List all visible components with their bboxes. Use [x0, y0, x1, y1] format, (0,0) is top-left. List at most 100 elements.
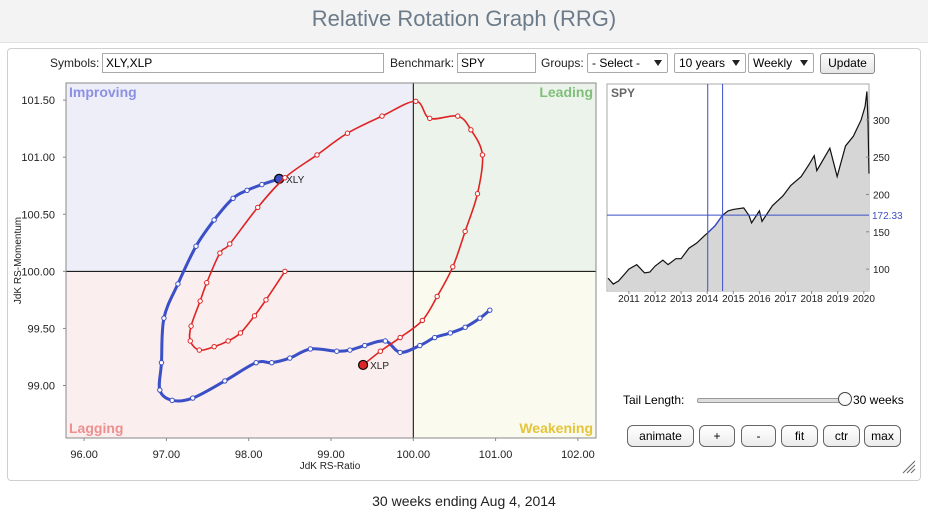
quadrant	[66, 83, 414, 272]
panel	[7, 48, 921, 481]
rrg-point	[427, 115, 433, 122]
rrg-point	[204, 280, 210, 286]
quadrant	[413, 271, 596, 438]
quadrant	[413, 83, 596, 272]
groups-select[interactable]: - Select -	[587, 53, 668, 73]
x-tick-label: 99.00	[317, 449, 345, 461]
symbols-label: Symbols:	[50, 56, 100, 70]
rrg-point	[263, 297, 269, 303]
rrg-point	[462, 228, 468, 235]
rrg-point	[225, 338, 231, 344]
frequency-value: Weekly	[753, 56, 793, 70]
price-area	[608, 91, 869, 291]
y-tick-label: 200	[873, 190, 890, 201]
rrg-tail	[157, 177, 491, 403]
rrg-point	[377, 348, 384, 354]
x-tick-label: 2020	[853, 294, 876, 305]
zoom-in-button[interactable]: +	[699, 425, 735, 447]
rrg-point	[196, 347, 203, 353]
period-value: 10 years	[679, 56, 726, 70]
rrg-point	[217, 250, 223, 256]
update-button[interactable]: Update	[820, 53, 875, 74]
rrg-point	[431, 334, 438, 341]
rrg-point	[222, 378, 228, 384]
rrg-point	[382, 338, 389, 344]
x-tick-label: 97.00	[153, 449, 181, 461]
benchmark-label: Benchmark:	[390, 56, 455, 70]
rrg-point	[413, 98, 419, 104]
rrg-point	[477, 315, 483, 321]
rrg-point	[417, 342, 423, 349]
period-select[interactable]: 10 years	[674, 53, 746, 73]
rrg-point	[462, 324, 468, 330]
x-tick-label: 96.00	[70, 449, 98, 461]
rrg-point	[253, 359, 259, 366]
x-tick-label: 2014	[696, 294, 719, 305]
rrg-point	[197, 298, 203, 304]
rrg-point	[474, 191, 481, 197]
rrg-point	[450, 264, 456, 270]
y-tick-label: 99.00	[27, 380, 55, 392]
rrg-point	[307, 346, 314, 352]
rrg-point	[397, 349, 403, 356]
quadrant-label: Weakening	[519, 420, 593, 436]
zoom-out-button[interactable]: -	[741, 425, 776, 447]
resize-grip	[910, 468, 916, 474]
rrg-head	[357, 359, 369, 371]
center-button[interactable]: ctr	[823, 425, 860, 447]
rrg-point	[190, 395, 196, 401]
rrg-point	[175, 281, 181, 287]
rrg-point	[447, 330, 454, 336]
rrg-point	[269, 359, 275, 366]
rrg-point	[479, 152, 486, 158]
rrg-point	[169, 397, 175, 404]
animate-button[interactable]: animate	[627, 425, 694, 447]
rrg-point	[259, 181, 265, 188]
x-tick-label: 2013	[670, 294, 693, 305]
rrg-point	[344, 130, 351, 136]
x-tick-label: 100.00	[396, 449, 430, 461]
rrg-point	[455, 113, 461, 119]
tail-slider-knob[interactable]	[838, 392, 852, 406]
page-title: Relative Rotation Graph (RRG)	[311, 6, 617, 31]
rrg-point	[419, 317, 426, 324]
x-tick-label: 2011	[618, 294, 640, 305]
series-label: XLP	[370, 361, 389, 372]
rrg-point	[487, 307, 493, 313]
rrg-point	[379, 113, 385, 119]
x-tick-label: 102.00	[561, 449, 595, 461]
y-tick-label: 100.00	[21, 266, 55, 278]
rrg-point	[287, 355, 293, 361]
x-tick-label: 2016	[748, 294, 771, 305]
price-line	[607, 91, 870, 285]
series-label: XLY	[286, 175, 304, 186]
y-tick-label: 99.50	[27, 323, 55, 335]
quadrant-label: Leading	[539, 84, 593, 100]
benchmark-input[interactable]: SPY	[457, 53, 536, 73]
x-tick-label: 2012	[644, 294, 667, 305]
rrg-point	[211, 217, 217, 223]
rrg-point	[158, 359, 165, 366]
tail-label: Tail Length:	[623, 393, 685, 407]
rrg-point	[314, 152, 320, 158]
tail-slider[interactable]	[697, 398, 847, 403]
symbols-input[interactable]: XLY,XLP	[102, 53, 384, 73]
rrg-point	[434, 293, 440, 300]
x-axis-label: JdK RS-Ratio	[300, 461, 361, 472]
rrg-point	[161, 315, 167, 321]
rrg-point	[237, 330, 244, 336]
last-price-label: 172.33	[872, 211, 903, 222]
rrg-head	[274, 173, 285, 184]
quadrant-label: Lagging	[69, 420, 123, 436]
rrg-point	[282, 175, 288, 181]
max-button[interactable]: max	[864, 425, 901, 447]
rrg-point	[468, 127, 474, 133]
frequency-select[interactable]: Weekly	[748, 53, 814, 73]
rrg-point	[347, 347, 353, 353]
x-tick-label: 2015	[722, 294, 745, 305]
rrg-point	[255, 204, 261, 211]
fit-button[interactable]: fit	[781, 425, 818, 447]
rrg-point	[282, 268, 288, 275]
